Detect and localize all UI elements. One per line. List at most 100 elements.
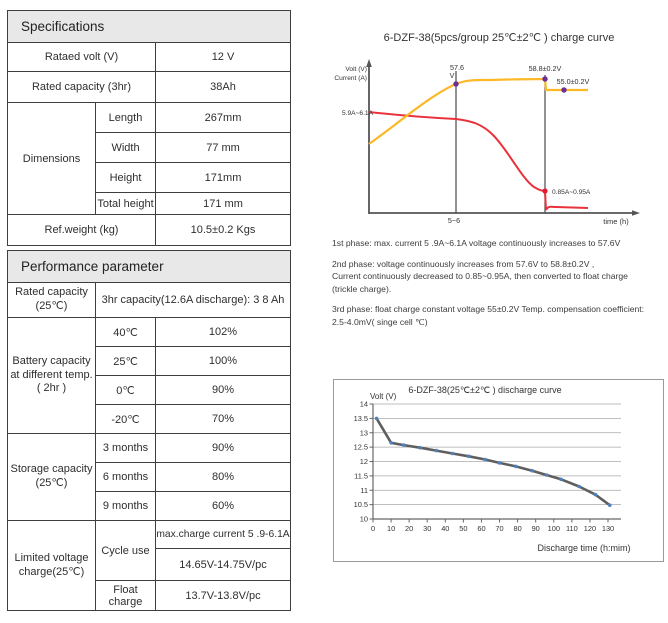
svg-text:12.5: 12.5 xyxy=(354,443,368,452)
temp-25-value: 100% xyxy=(155,346,291,376)
perf-rated-capacity-label: Rated capacity (25℃) xyxy=(7,282,96,318)
table-row: Total height 171 mm xyxy=(8,192,292,215)
ref-weight-label: Ref.weight (kg) xyxy=(7,214,156,246)
svg-text:110: 110 xyxy=(566,524,578,533)
storage-9mo-value: 60% xyxy=(155,491,291,521)
discharge-chart-frame xyxy=(333,379,664,562)
svg-text:60: 60 xyxy=(477,524,485,533)
limited-voltage-label: Limited voltage charge(25℃) xyxy=(7,520,96,611)
table-row: Width 77 mm xyxy=(8,132,292,163)
svg-text:80: 80 xyxy=(513,524,521,533)
dimension-total-height-label: Total height xyxy=(95,192,156,215)
rated-capacity-value: 38Ah xyxy=(154,71,292,103)
svg-text:20: 20 xyxy=(405,524,413,533)
table-row: Rataed volt (V) 12 V xyxy=(7,42,292,72)
table-row: Rated capacity (3hr) 38Ah xyxy=(7,71,292,103)
temp-40-value: 102% xyxy=(155,317,291,347)
rated-volt-label: Rataed volt (V) xyxy=(7,42,156,72)
dimension-height-value: 171mm xyxy=(154,162,292,193)
discharge-xlabel: Discharge time (h:mim) xyxy=(537,543,630,553)
storage-6mo-value: 80% xyxy=(155,462,291,492)
table-row: 0℃ 90% xyxy=(8,375,291,405)
phase2-voltage-annotation: 58.8±0.2V xyxy=(529,64,562,73)
table-row: Battery capacity at different temp. ( 2h… xyxy=(7,317,291,434)
y-axis-arrow-icon xyxy=(366,59,372,67)
ref-weight-value: 10.5±0.2 Kgs xyxy=(154,214,292,246)
svg-text:14: 14 xyxy=(360,400,368,409)
dimension-length-label: Length xyxy=(95,102,156,133)
cycle-use-current-value: max.charge current 5 .9-6.1A xyxy=(155,520,291,549)
discharge-chart-title: 6-DZF-38(25℃±2℃ ) discharge curve xyxy=(408,385,561,395)
phase-notes: 1st phase: max. current 5 .9A~6.1A volta… xyxy=(332,237,668,337)
cycle-use-label: Cycle use xyxy=(95,520,156,581)
phase-2-note: 2nd phase: voltage continuously increase… xyxy=(332,258,628,294)
float-charge-value: 13.7V-13.8V/pc xyxy=(155,580,291,611)
start-current-annotation: 5.9A~6.1A xyxy=(342,110,374,117)
battery-capacity-label: Battery capacity at different temp. ( 2h… xyxy=(7,317,96,434)
rated-volt-value: 12 V xyxy=(154,42,292,72)
dimension-total-height-value: 171 mm xyxy=(154,192,292,215)
specifications-table: Specifications Rataed volt (V) 12 V Rate… xyxy=(6,10,292,246)
discharge-series xyxy=(374,416,612,507)
storage-3mo-value: 90% xyxy=(155,433,291,463)
svg-text:120: 120 xyxy=(584,524,596,533)
phase1-voltage-unit: V xyxy=(450,71,455,80)
table-row: 9 months 60% xyxy=(8,491,291,521)
phase1-voltage-annotation: 57.6 xyxy=(450,63,464,72)
table-row: Performance parameter xyxy=(7,250,291,283)
float-voltage-annotation: 55.0±0.2V xyxy=(557,77,590,86)
storage-3mo-label: 3 months xyxy=(95,433,156,463)
table-row: Dimensions Length 267mm xyxy=(7,102,292,215)
temp-neg20-value: 70% xyxy=(155,404,291,434)
temp-0-label: 0℃ xyxy=(95,375,156,405)
temp-0-value: 90% xyxy=(155,375,291,405)
end-current-annotation: 0.85A~0.95A xyxy=(552,189,591,196)
svg-text:13: 13 xyxy=(360,428,368,437)
temp-40-label: 40℃ xyxy=(95,317,156,347)
table-row: Ref.weight (kg) 10.5±0.2 Kgs xyxy=(7,214,292,246)
specifications-header: Specifications xyxy=(6,10,292,43)
x-axis-arrow-icon xyxy=(632,210,640,216)
storage-capacity-label: Storage capacity (25℃) xyxy=(7,433,96,521)
dimension-width-label: Width xyxy=(95,132,156,163)
table-row: Limited voltage charge(25℃) Cycle use ma… xyxy=(7,520,291,611)
float-charge-label: Float charge xyxy=(95,580,156,611)
table-row: Height 171mm xyxy=(8,162,292,193)
svg-text:11: 11 xyxy=(360,486,368,495)
performance-header: Performance parameter xyxy=(7,250,291,283)
y-axis-current-label: Current (A) xyxy=(334,75,367,82)
storage-9mo-label: 9 months xyxy=(95,491,156,521)
svg-text:70: 70 xyxy=(495,524,503,533)
svg-text:10: 10 xyxy=(387,524,395,533)
temp-25-label: 25℃ xyxy=(95,346,156,376)
phase1-duration-tick: 5~6 xyxy=(448,216,460,225)
table-row: Storage capacity (25℃) 3 months 90% xyxy=(7,433,291,521)
phase-1-note: 1st phase: max. current 5 .9A~6.1A volta… xyxy=(332,238,621,248)
table-row: Specifications xyxy=(6,10,292,43)
svg-text:10.5: 10.5 xyxy=(354,500,368,509)
svg-text:12: 12 xyxy=(360,457,368,466)
charge-chart-title: 6-DZF-38(5pcs/group 25℃±2℃ ) charge curv… xyxy=(384,32,615,44)
rated-capacity-label: Rated capacity (3hr) xyxy=(7,71,156,103)
svg-text:11.5: 11.5 xyxy=(354,471,368,480)
table-row: 25℃ 100% xyxy=(8,346,291,376)
temp-neg20-label: -20℃ xyxy=(95,404,156,434)
perf-rated-capacity-value: 3hr capacity(12.6A discharge): 3 8 Ah xyxy=(95,282,291,318)
charge-plot xyxy=(368,71,589,213)
y-axis-volt-label: Volt (V) xyxy=(345,66,367,73)
svg-text:30: 30 xyxy=(423,524,431,533)
dimension-length-value: 267mm xyxy=(154,102,292,133)
svg-text:13.5: 13.5 xyxy=(354,414,368,423)
discharge-curve-chart: 6-DZF-38(25℃±2℃ ) discharge curve Volt (… xyxy=(333,379,664,562)
dimensions-label: Dimensions xyxy=(7,102,96,215)
performance-table: Performance parameter Rated capacity (25… xyxy=(7,250,291,611)
charge-curve-chart: 6-DZF-38(5pcs/group 25℃±2℃ ) charge curv… xyxy=(334,32,640,226)
storage-6mo-label: 6 months xyxy=(95,462,156,492)
phase-3-note: 3rd phase: float charge constant voltage… xyxy=(332,304,645,327)
svg-text:50: 50 xyxy=(459,524,467,533)
svg-text:10: 10 xyxy=(360,515,368,524)
table-row: 14.65V-14.75V/pc xyxy=(8,548,291,581)
svg-text:40: 40 xyxy=(441,524,449,533)
table-row: Rated capacity (25℃) 3hr capacity(12.6A … xyxy=(7,282,291,318)
